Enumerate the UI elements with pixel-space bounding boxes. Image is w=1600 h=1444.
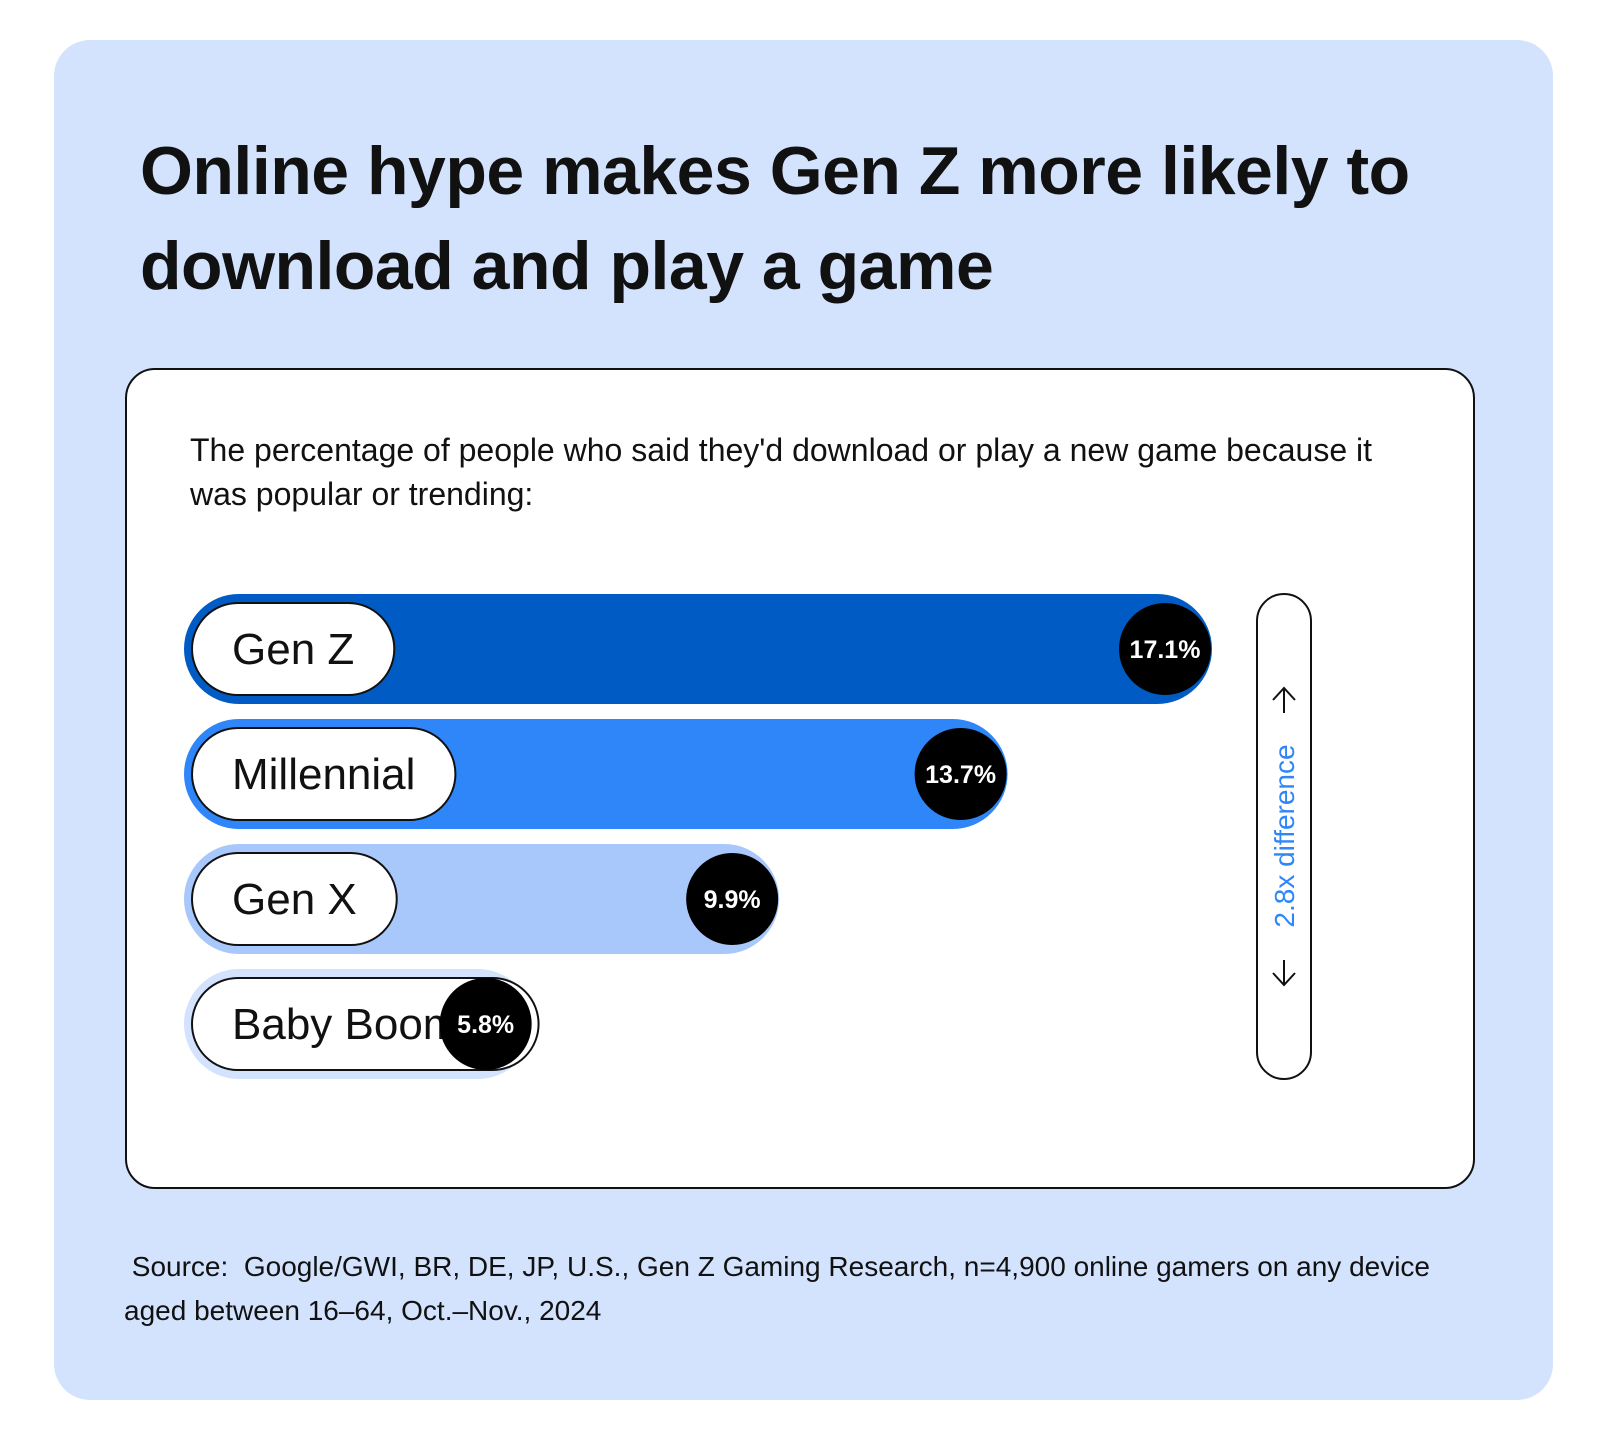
arrow-down-icon [1272, 960, 1296, 987]
difference-label: 2.8x difference [1269, 744, 1300, 927]
infographic-card: Online hype makes Gen Z more likely to d… [54, 40, 1553, 1400]
value-label-gen-z: 17.1% [1130, 636, 1201, 664]
chart-title: Online hype makes Gen Z more likely to d… [140, 133, 1410, 304]
value-label-gen-x: 9.9% [704, 886, 761, 914]
category-label-gen-z: Gen Z [232, 625, 354, 674]
bar-gen-z [184, 594, 1212, 704]
value-label-millennial: 13.7% [925, 761, 996, 789]
source-note: Source: Google/GWI, BR, DE, JP, U.S., Ge… [124, 1251, 1438, 1326]
category-pill-gen-x [191, 852, 398, 946]
category-label-gen-x: Gen X [232, 875, 357, 924]
arrow-up-icon [1272, 686, 1296, 713]
value-badge-millennial [914, 728, 1007, 820]
category-label-millennial: Millennial [232, 750, 415, 799]
arrow-up-head [1272, 686, 1296, 701]
chart-subtitle: The percentage of people who said they'd… [190, 432, 1372, 512]
chart-panel: The percentage of people who said they'd… [125, 368, 1475, 1189]
value-badge-baby-boomer [439, 978, 532, 1070]
value-label-baby-boomer: 5.8% [457, 1011, 514, 1039]
value-badge-gen-z [1119, 603, 1211, 695]
difference-bracket [1256, 593, 1312, 1080]
category-pill-gen-z [191, 602, 396, 696]
arrow-down-head [1272, 972, 1296, 987]
category-pill-millennial [191, 727, 457, 821]
bar-chart: Gen Z 17.1%Millennial 13.7%Gen X 9.9%Baby B… [184, 593, 1312, 1080]
value-badge-gen-x [686, 853, 779, 945]
